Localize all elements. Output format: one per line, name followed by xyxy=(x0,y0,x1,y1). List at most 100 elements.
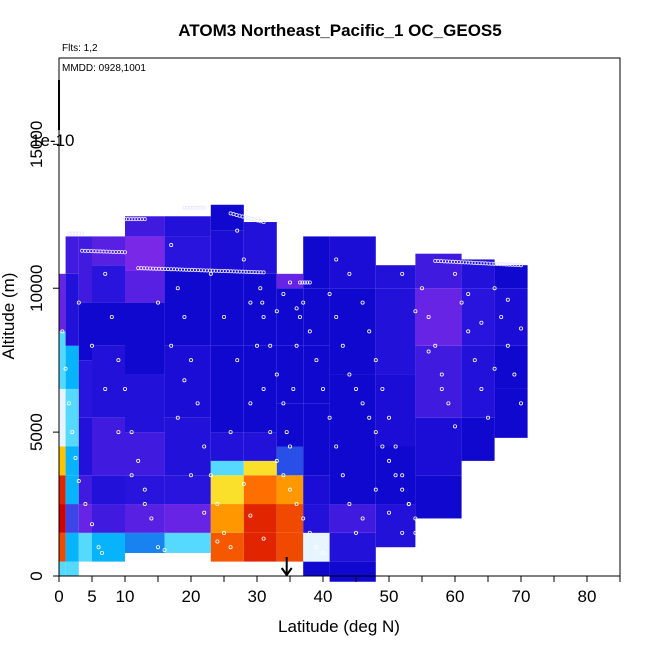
dates-label: MMDD: 0928,1001 xyxy=(62,63,146,74)
heatmap-cell xyxy=(461,417,495,461)
sample-point xyxy=(248,513,253,518)
heatmap-cell xyxy=(59,446,66,476)
sample-point xyxy=(400,487,405,492)
heatmap-cell xyxy=(125,216,165,237)
flight-track-point xyxy=(202,205,207,210)
sample-point xyxy=(228,545,233,550)
sample-point xyxy=(83,502,88,507)
sample-point xyxy=(386,415,391,420)
sample-point xyxy=(426,539,431,544)
heatmap-cell xyxy=(59,504,66,533)
heatmap-cell xyxy=(164,504,211,533)
heatmap-cell xyxy=(125,236,165,271)
heatmap-cell xyxy=(303,236,330,289)
sample-point xyxy=(452,271,457,276)
sample-point xyxy=(334,444,339,449)
sample-point xyxy=(353,386,358,391)
sample-point xyxy=(260,300,265,305)
sample-point xyxy=(327,291,332,296)
heatmap-cell xyxy=(243,222,277,274)
sample-point xyxy=(162,548,167,553)
heatmap-cell xyxy=(276,504,304,533)
heatmap-cell xyxy=(210,460,244,476)
sample-point xyxy=(169,243,174,248)
sample-point xyxy=(169,343,174,348)
heatmap-cell xyxy=(92,417,125,476)
sample-point xyxy=(215,502,220,507)
sample-point xyxy=(433,545,438,550)
heatmap-cell xyxy=(303,504,330,533)
sample-point xyxy=(149,516,154,521)
sample-point xyxy=(221,314,226,319)
sample-point xyxy=(320,550,325,555)
heatmap-cell xyxy=(303,345,330,404)
heatmap-cell xyxy=(329,561,376,582)
heatmap-cell xyxy=(59,388,66,447)
sample-point xyxy=(419,286,424,291)
heatmap-cell xyxy=(59,273,66,332)
heatmap-cell xyxy=(125,302,165,375)
y-axis-label: Altitude (m) xyxy=(0,273,18,360)
heatmap-cell xyxy=(78,302,92,361)
sample-point xyxy=(195,401,200,406)
sample-point xyxy=(76,300,81,305)
scale-annotation: 1e-10 xyxy=(31,131,74,150)
heatmap-cell xyxy=(210,345,244,433)
heatmap-cell xyxy=(375,374,416,447)
sample-point xyxy=(96,545,101,550)
heatmap-cell xyxy=(329,504,376,533)
heatmap-cell xyxy=(276,446,304,476)
sample-point xyxy=(314,358,319,363)
sample-point xyxy=(439,372,444,377)
x-tick-label: 20 xyxy=(182,587,201,606)
sample-point xyxy=(413,309,418,314)
arrow-marker xyxy=(280,557,293,577)
heatmap-cell xyxy=(65,345,79,389)
sample-point xyxy=(347,271,352,276)
sample-point xyxy=(188,473,193,478)
heatmap-cell xyxy=(243,475,277,505)
heatmap-cell xyxy=(210,475,244,505)
sample-point xyxy=(248,401,253,406)
heatmap-cell xyxy=(210,504,244,533)
flight-track-point xyxy=(300,280,305,285)
x-tick-label: 50 xyxy=(380,587,399,606)
heatmap-cell xyxy=(210,532,244,562)
heatmap-cell xyxy=(78,475,92,505)
flight-track-point xyxy=(142,217,147,222)
flight-track-point xyxy=(261,220,266,225)
heatmap-cell xyxy=(164,216,211,237)
sample-point xyxy=(400,530,405,535)
x-tick-label: 40 xyxy=(314,587,333,606)
heatmap-cell xyxy=(65,273,79,346)
heatmap-cell xyxy=(92,302,125,346)
x-tick-label: 0 xyxy=(54,587,63,606)
sample-point xyxy=(307,329,312,334)
sample-point xyxy=(90,522,95,527)
sample-point xyxy=(103,271,108,276)
heatmap-cell xyxy=(276,475,304,505)
sample-point xyxy=(142,487,147,492)
flight-track-point xyxy=(307,280,312,285)
heatmap-cell xyxy=(243,460,277,476)
heatmap-cell xyxy=(415,345,462,418)
flight-track-point xyxy=(76,231,81,236)
heatmap-cell xyxy=(329,374,376,447)
heatmap-cell xyxy=(329,532,376,562)
heatmap-cell xyxy=(494,388,528,438)
sample-point xyxy=(208,473,213,478)
sample-point xyxy=(208,271,213,276)
sample-point xyxy=(294,502,299,507)
sample-point xyxy=(129,473,134,478)
heatmap-cell xyxy=(415,288,462,346)
heatmap-cell xyxy=(78,532,92,562)
sample-point xyxy=(274,458,279,463)
sample-point xyxy=(155,545,160,550)
sample-point xyxy=(202,510,207,515)
heatmap-cell xyxy=(415,417,462,476)
sample-point xyxy=(367,329,372,334)
sample-point xyxy=(284,430,289,435)
heatmap-cell xyxy=(65,504,79,533)
heatmap-cell xyxy=(92,504,125,533)
heatmap-cell xyxy=(125,270,165,303)
